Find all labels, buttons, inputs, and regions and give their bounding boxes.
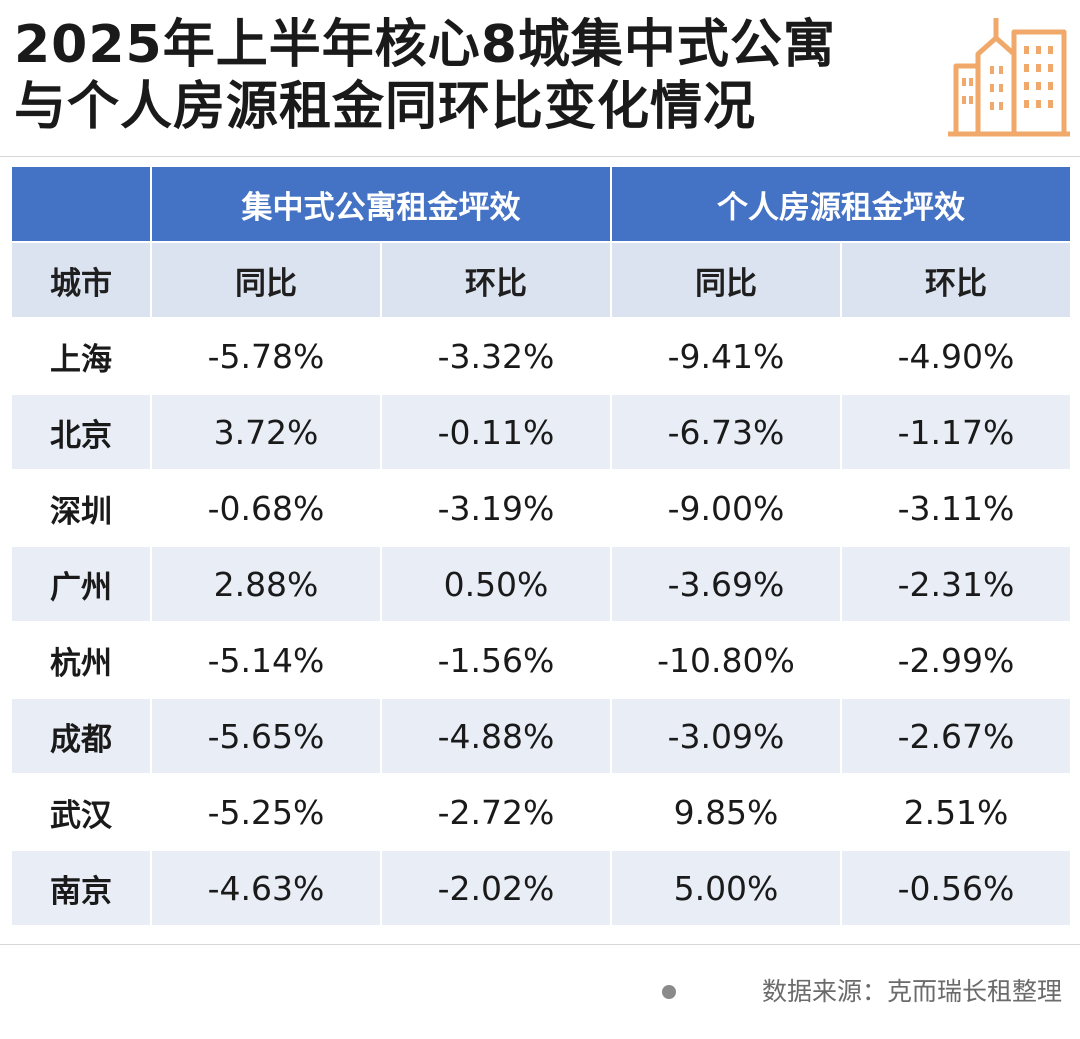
city-cell: 广州 <box>10 545 152 623</box>
group-header-individual: 个人房源租金坪效 <box>610 165 1072 243</box>
column-header-row: 城市 同比 环比 同比 环比 <box>10 241 1072 319</box>
rent-change-table: 集中式公寓租金坪效 个人房源租金坪效 城市 同比 环比 同比 环比 上海 -5.7… <box>10 165 1072 927</box>
value-cell: 0.50% <box>380 545 612 623</box>
bullet-dot <box>662 985 676 999</box>
value-cell: -0.11% <box>380 393 612 471</box>
value-cell: -2.99% <box>840 621 1072 699</box>
group-header-apartment: 集中式公寓租金坪效 <box>150 165 612 243</box>
value-cell: -2.72% <box>380 773 612 851</box>
value-cell: -5.25% <box>150 773 382 851</box>
value-cell: -2.31% <box>840 545 1072 623</box>
table-row: 上海 -5.78% -3.32% -9.41% -4.90% <box>10 317 1072 395</box>
value-cell: -1.17% <box>840 393 1072 471</box>
table-row: 广州 2.88% 0.50% -3.69% -2.31% <box>10 545 1072 623</box>
city-buildings-icon <box>948 18 1070 137</box>
value-cell: -1.56% <box>380 621 612 699</box>
value-cell: -3.09% <box>610 697 842 775</box>
table-row: 北京 3.72% -0.11% -6.73% -1.17% <box>10 393 1072 471</box>
city-cell: 上海 <box>10 317 152 395</box>
column-header-city: 城市 <box>10 241 152 319</box>
bottom-divider <box>0 944 1080 945</box>
title-line-2: 与个人房源租金同环比变化情况 <box>14 77 757 137</box>
column-header-apt-yoy: 同比 <box>150 241 382 319</box>
value-cell: -5.78% <box>150 317 382 395</box>
group-header-empty <box>10 165 152 243</box>
value-cell: 9.85% <box>610 773 842 851</box>
title-line-1: 2025年上半年核心8城集中式公寓 <box>14 15 836 75</box>
value-cell: -3.11% <box>840 469 1072 547</box>
page-title: 2025年上半年核心8城集中式公寓 与个人房源租金同环比变化情况 <box>14 14 836 138</box>
table-row: 南京 -4.63% -2.02% 5.00% -0.56% <box>10 849 1072 927</box>
city-cell: 成都 <box>10 697 152 775</box>
city-cell: 深圳 <box>10 469 152 547</box>
column-header-apt-mom: 环比 <box>380 241 612 319</box>
value-cell: -6.73% <box>610 393 842 471</box>
value-cell: -3.69% <box>610 545 842 623</box>
value-cell: -5.14% <box>150 621 382 699</box>
value-cell: -4.90% <box>840 317 1072 395</box>
city-cell: 武汉 <box>10 773 152 851</box>
table-row: 武汉 -5.25% -2.72% 9.85% 2.51% <box>10 773 1072 851</box>
value-cell: -5.65% <box>150 697 382 775</box>
value-cell: -4.63% <box>150 849 382 927</box>
value-cell: -3.19% <box>380 469 612 547</box>
value-cell: 2.51% <box>840 773 1072 851</box>
table-row: 深圳 -0.68% -3.19% -9.00% -3.11% <box>10 469 1072 547</box>
source-note: 数据来源：克而瑞长租整理 <box>761 977 1062 1006</box>
value-cell: 5.00% <box>610 849 842 927</box>
table-row: 成都 -5.65% -4.88% -3.09% -2.67% <box>10 697 1072 775</box>
value-cell: -2.02% <box>380 849 612 927</box>
value-cell: -0.68% <box>150 469 382 547</box>
value-cell: 2.88% <box>150 545 382 623</box>
column-header-ind-mom: 环比 <box>840 241 1072 319</box>
value-cell: -9.41% <box>610 317 842 395</box>
value-cell: -4.88% <box>380 697 612 775</box>
value-cell: -9.00% <box>610 469 842 547</box>
value-cell: -2.67% <box>840 697 1072 775</box>
table-row: 杭州 -5.14% -1.56% -10.80% -2.99% <box>10 621 1072 699</box>
top-divider <box>0 156 1080 157</box>
value-cell: -10.80% <box>610 621 842 699</box>
value-cell: -0.56% <box>840 849 1072 927</box>
value-cell: -3.32% <box>380 317 612 395</box>
group-header-row: 集中式公寓租金坪效 个人房源租金坪效 <box>10 165 1072 243</box>
column-header-ind-yoy: 同比 <box>610 241 842 319</box>
value-cell: 3.72% <box>150 393 382 471</box>
city-cell: 北京 <box>10 393 152 471</box>
city-cell: 南京 <box>10 849 152 927</box>
city-cell: 杭州 <box>10 621 152 699</box>
